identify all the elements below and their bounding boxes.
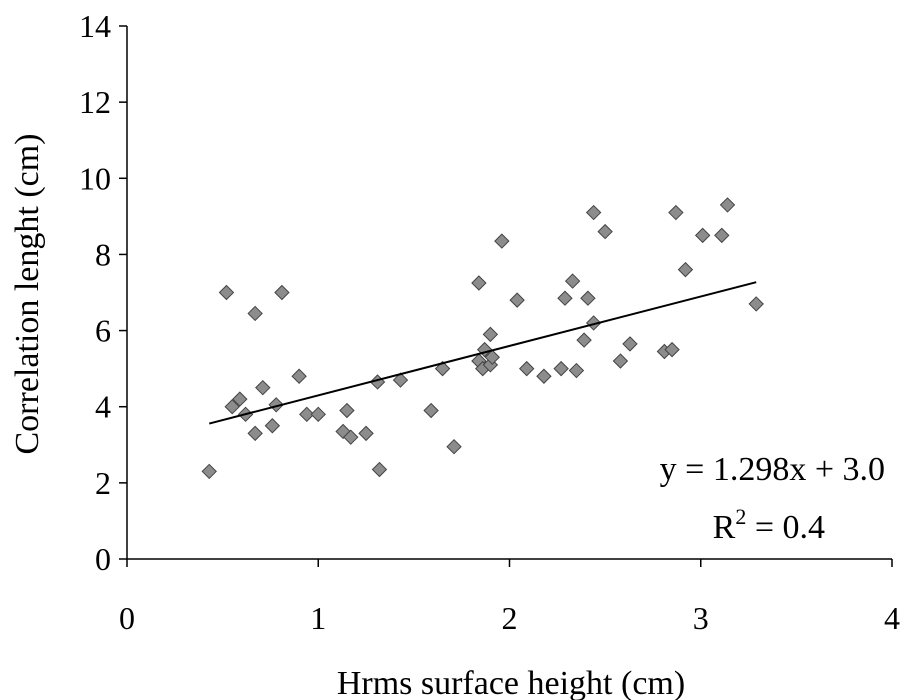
data-point [585,204,602,221]
y-ticks: 0 2 4 6 8 10 12 14 [79,8,127,577]
data-points [201,197,764,480]
data-point [339,402,355,419]
data-point [201,463,217,480]
r-squared-superscript: 2 [735,504,746,529]
data-point [585,315,602,331]
y-tick-label: 6 [95,313,111,349]
y-tick-label: 12 [79,84,111,120]
data-point [310,406,326,423]
data-point [268,397,284,413]
data-point [247,305,263,322]
y-axis-title: Correlation lenght (cm) [9,133,46,454]
data-point [719,197,736,213]
data-point [694,227,711,244]
y-tick-label: 10 [79,160,111,196]
data-point [494,233,510,249]
data-point [343,429,359,445]
data-point [668,204,684,221]
r-squared-prefix: R [713,509,736,546]
data-point [553,360,569,377]
data-point [677,261,694,278]
x-tick-label: 2 [502,600,518,636]
data-point [264,418,281,434]
data-point [484,349,500,365]
data-point [371,461,388,478]
data-point [714,227,730,244]
data-point [580,290,596,306]
data-point [482,326,499,343]
data-point [564,273,581,289]
y-tick-label: 14 [79,8,111,44]
data-point [423,402,439,419]
data-point [247,425,263,442]
data-point [597,223,613,240]
data-point [358,425,374,442]
data-point [519,360,535,377]
trendline-equation: y = 1.298x + 3.0 [660,451,885,488]
x-tick-label: 3 [693,600,709,636]
data-point [232,391,248,407]
data-point [218,284,235,301]
r-squared-value: = 0.4 [746,509,825,546]
data-point [748,296,764,312]
data-point [576,332,592,348]
data-point [255,379,271,396]
data-point [224,399,240,415]
x-tick-label: 1 [310,600,326,636]
data-point [557,290,573,306]
trend-line [208,281,757,425]
data-point [622,336,638,352]
x-ticks: 0 1 2 3 4 [119,559,900,636]
r-squared-label: R2 = 0.4 [713,504,825,546]
data-point [568,362,585,379]
data-point [274,284,290,301]
x-tick-label: 4 [884,600,900,636]
data-point [471,275,487,291]
data-point [612,353,629,369]
y-tick-label: 4 [95,389,111,425]
x-axis-title: Hrms surface height (cm) [337,665,685,700]
y-tick-label: 2 [95,465,111,501]
y-tick-label: 8 [95,236,111,272]
data-point [299,406,315,423]
x-tick-label: 0 [119,600,135,636]
data-point [392,372,409,388]
data-point [509,292,525,308]
data-point [664,341,680,358]
y-tick-label: 0 [95,541,111,577]
data-point [536,368,552,384]
data-point [446,438,462,455]
data-point [291,368,307,384]
